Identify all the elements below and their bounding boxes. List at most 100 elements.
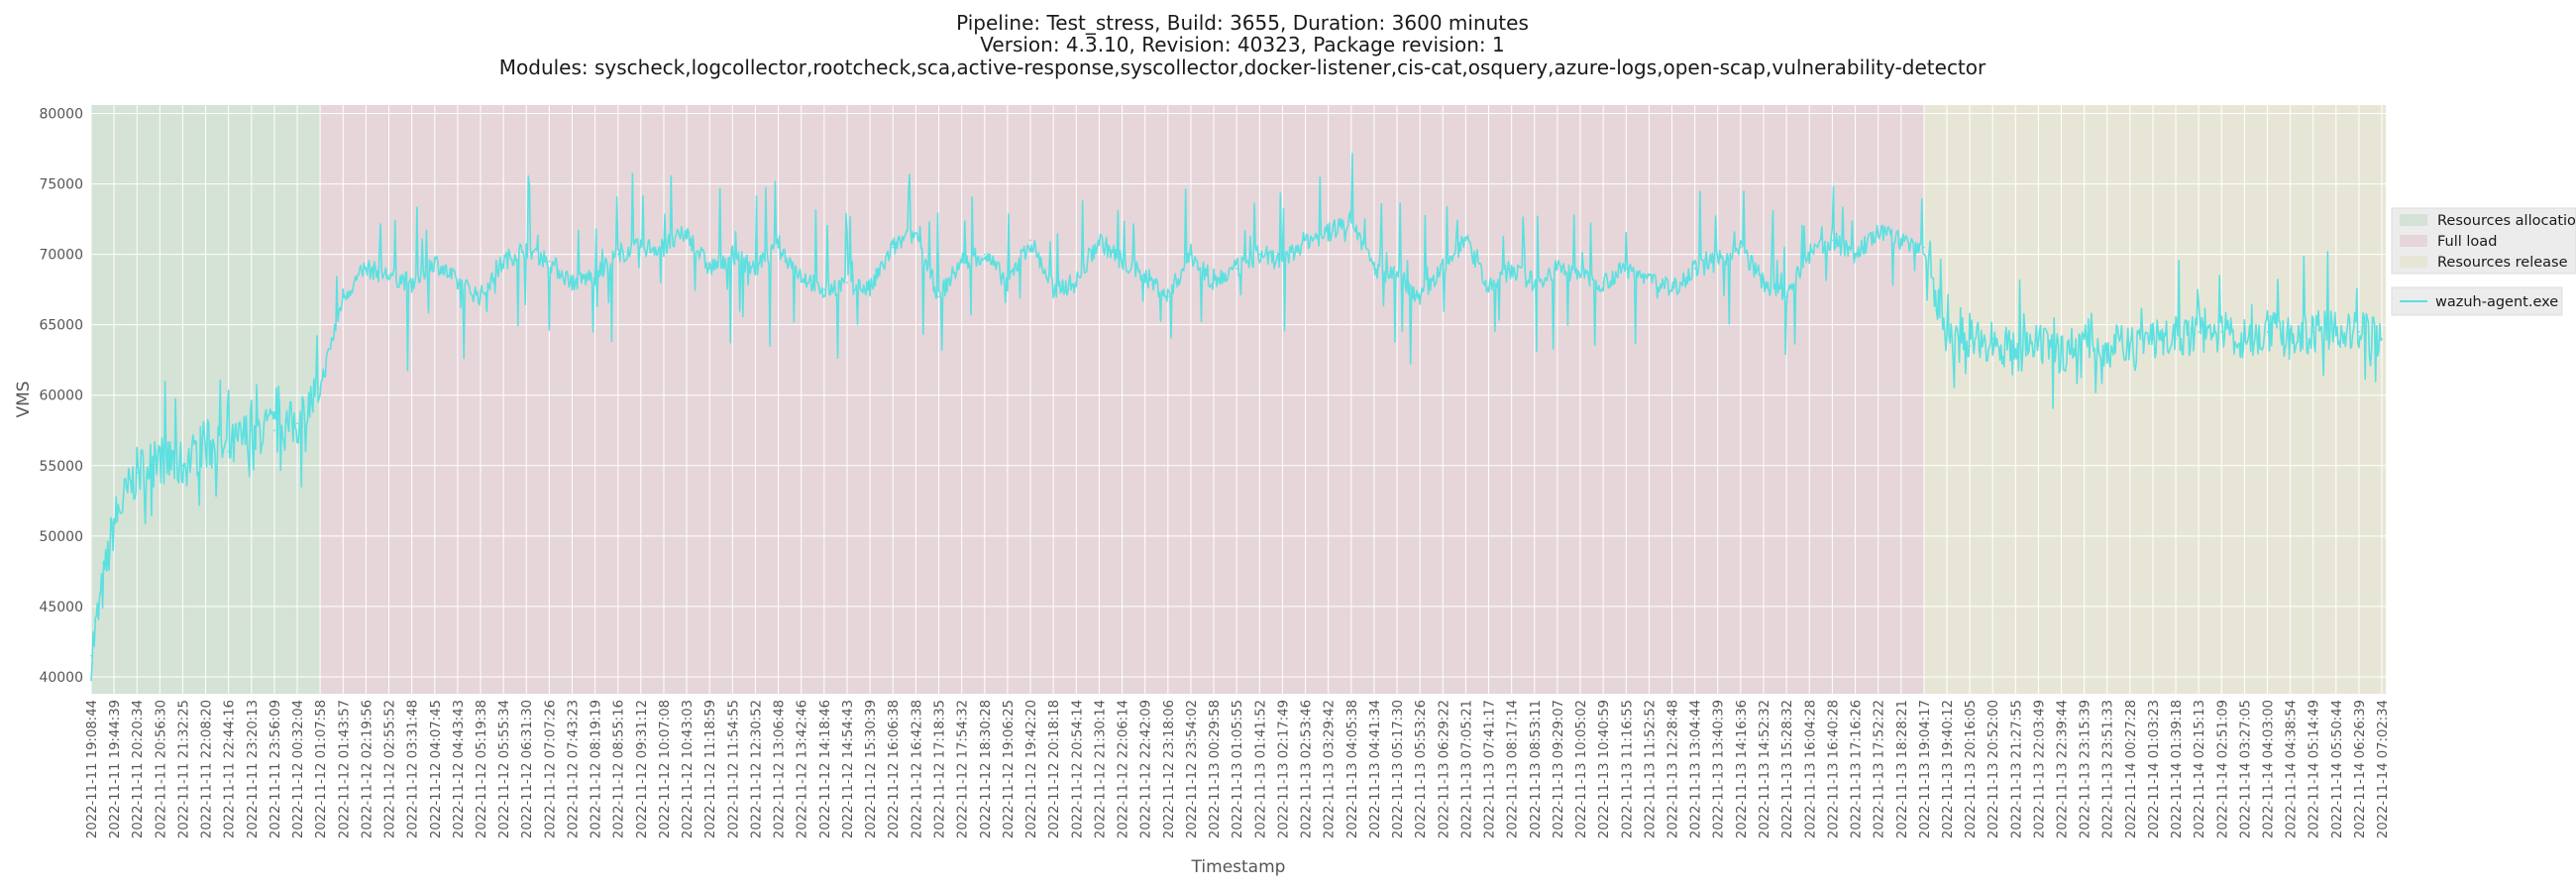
data-point	[1281, 260, 1284, 263]
data-point	[2335, 330, 2337, 333]
x-tick-label: 2022-11-13 20:52:00	[1986, 700, 2001, 838]
x-tick-label: 2022-11-12 07:43:23	[566, 700, 581, 838]
data-point	[2129, 345, 2131, 347]
x-axis-label: Timestamp	[1191, 857, 1286, 877]
data-point	[2083, 338, 2086, 340]
data-point	[1923, 246, 1925, 249]
x-tick-label: 2022-11-13 14:52:32	[1758, 700, 1772, 838]
data-point	[640, 246, 642, 249]
x-tick-label: 2022-11-13 01:41:52	[1253, 700, 1268, 838]
x-tick-label: 2022-11-13 23:51:33	[2101, 700, 2116, 838]
x-tick-label: 2022-11-12 22:42:09	[1139, 700, 1154, 838]
x-tick-label: 2022-11-12 09:31:12	[635, 700, 650, 838]
legend-swatch-full-load	[2400, 235, 2427, 247]
x-tick-label: 2022-11-13 10:05:02	[1574, 700, 1589, 838]
x-tick-label: 2022-11-13 16:40:28	[1826, 700, 1841, 838]
chart-title-line-3: Modules: syscheck,logcollector,rootcheck…	[499, 56, 1986, 79]
data-point	[1625, 268, 1628, 270]
data-point	[823, 288, 825, 290]
x-tick-label: 2022-11-12 13:06:48	[773, 700, 788, 838]
data-point	[1785, 295, 1787, 298]
x-tick-label: 2022-11-12 14:54:43	[841, 700, 856, 838]
x-tick-label: 2022-11-14 00:27:28	[2124, 700, 2139, 838]
x-tick-label: 2022-11-12 19:06:25	[1002, 700, 1017, 838]
data-point	[1167, 295, 1169, 298]
data-point	[869, 288, 871, 290]
data-point	[1648, 275, 1651, 277]
data-point	[1258, 253, 1261, 256]
data-point	[1808, 253, 1811, 256]
x-tick-label: 2022-11-12 19:42:20	[1024, 700, 1039, 838]
phase-backgrounds	[91, 105, 2386, 694]
x-tick-label: 2022-11-14 07:02:34	[2376, 700, 2391, 838]
x-tick-label: 2022-11-13 12:28:48	[1666, 700, 1681, 838]
data-point	[1190, 253, 1192, 256]
data-point	[2381, 338, 2383, 340]
data-point	[2152, 338, 2154, 340]
x-tick-label: 2022-11-12 10:43:03	[681, 700, 696, 838]
data-point	[113, 520, 115, 523]
legend-label-wazuh-agent: wazuh-agent.exe	[2435, 294, 2558, 310]
data-point	[1763, 281, 1765, 283]
x-tick-label: 2022-11-14 02:15:13	[2193, 700, 2207, 838]
y-tick-label: 60000	[39, 389, 83, 404]
x-tick-label: 2022-11-12 14:18:46	[818, 700, 833, 838]
x-tick-label: 2022-11-11 22:08:20	[200, 700, 215, 838]
x-axis-ticks: 2022-11-11 19:08:44 2022-11-11 19:44:39 20…	[85, 700, 2391, 838]
x-tick-label: 2022-11-12 05:55:34	[497, 700, 512, 838]
data-point	[1533, 281, 1536, 283]
x-tick-label: 2022-11-11 19:44:39	[108, 700, 123, 838]
x-tick-label: 2022-11-12 13:42:46	[796, 700, 810, 838]
x-tick-label: 2022-11-11 21:32:25	[176, 700, 191, 838]
y-tick-label: 50000	[39, 529, 83, 545]
x-tick-label: 2022-11-13 15:28:32	[1780, 700, 1795, 838]
x-tick-label: 2022-11-12 04:43:43	[452, 700, 467, 838]
x-tick-label: 2022-11-11 23:20:13	[246, 700, 261, 838]
x-tick-label: 2022-11-14 01:03:23	[2147, 700, 2162, 838]
series-layer	[90, 153, 2383, 682]
data-point	[2289, 338, 2292, 340]
x-tick-label: 2022-11-14 05:14:49	[2308, 700, 2322, 838]
data-point	[1969, 345, 1971, 347]
data-point	[960, 260, 963, 263]
data-point	[250, 429, 253, 432]
x-tick-label: 2022-11-14 05:50:44	[2330, 700, 2345, 838]
x-tick-label: 2022-11-13 23:15:39	[2079, 700, 2093, 838]
x-tick-label: 2022-11-13 16:04:28	[1803, 700, 1818, 838]
data-point	[525, 246, 528, 249]
y-tick-label: 75000	[39, 177, 83, 193]
data-point	[1602, 281, 1604, 283]
x-tick-label: 2022-11-12 02:19:56	[360, 700, 375, 838]
data-point	[1991, 338, 1994, 340]
data-point	[2175, 338, 2177, 340]
data-point	[1464, 239, 1467, 242]
data-point	[1098, 239, 1101, 242]
chart-title-line-2: Version: 4.3.10, Revision: 40323, Packag…	[980, 33, 1504, 56]
data-point	[1235, 268, 1237, 270]
data-point	[1419, 295, 1421, 298]
x-tick-label: 2022-11-12 15:30:39	[864, 700, 879, 838]
data-point	[319, 387, 321, 390]
data-point	[2105, 345, 2108, 347]
x-tick-label: 2022-11-12 16:06:38	[887, 700, 902, 838]
y-axis-ticks: 40000 45000 50000 55000 60000 65000 70000 75000…	[39, 107, 83, 686]
data-point	[2358, 330, 2360, 333]
data-point	[593, 275, 596, 277]
x-tick-label: 2022-11-13 08:17:14	[1506, 700, 1521, 838]
data-point	[1373, 268, 1375, 270]
legend-label-resources-allocation: Resources allocation	[2437, 213, 2576, 229]
x-tick-label: 2022-11-12 20:18:18	[1047, 700, 1062, 838]
data-point	[342, 295, 345, 298]
y-tick-label: 70000	[39, 248, 83, 264]
x-tick-label: 2022-11-13 19:04:17	[1918, 700, 1933, 838]
x-tick-label: 2022-11-14 04:38:54	[2285, 700, 2300, 838]
x-tick-label: 2022-11-13 08:53:11	[1529, 700, 1544, 838]
x-tick-label: 2022-11-13 13:40:39	[1712, 700, 1727, 838]
data-point	[571, 281, 574, 283]
x-tick-label: 2022-11-14 02:51:09	[2215, 700, 2230, 838]
x-tick-label: 2022-11-13 00:29:58	[1208, 700, 1223, 838]
phase-band-resources-release	[1923, 105, 2386, 694]
x-tick-label: 2022-11-12 17:54:32	[956, 700, 971, 838]
data-point	[846, 281, 848, 283]
data-point	[1350, 218, 1352, 220]
